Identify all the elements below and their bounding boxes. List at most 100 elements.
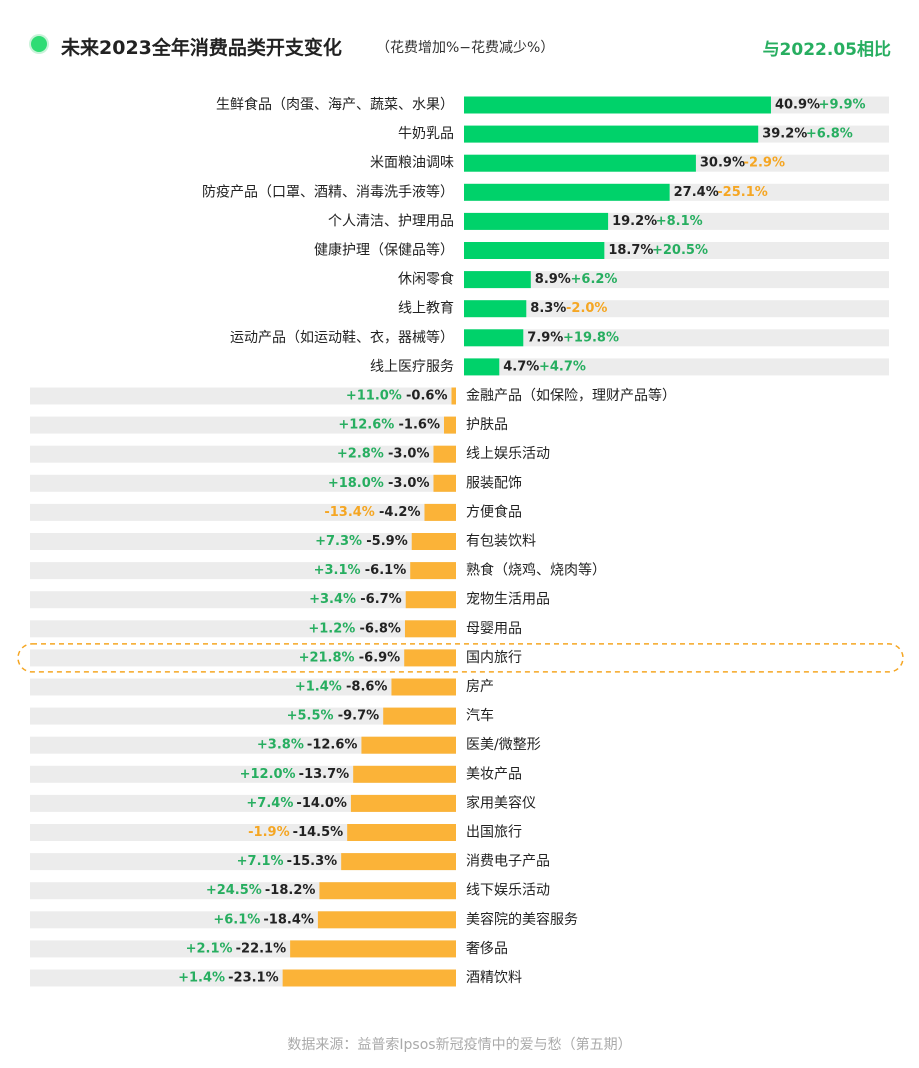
bar-track <box>30 503 456 521</box>
bar <box>341 853 456 871</box>
category-label: 线下娱乐活动 <box>466 883 550 899</box>
bar-track <box>30 620 456 638</box>
value-label: -3.0% <box>388 447 429 462</box>
change-label: +11.0% <box>346 389 402 404</box>
change-label: +6.1% <box>213 912 260 927</box>
change-label: -2.9% <box>744 156 785 171</box>
value-label: -6.1% <box>365 563 406 578</box>
category-label: 线上教育 <box>398 301 454 317</box>
change-label: +6.8% <box>806 127 853 142</box>
change-label: +3.4% <box>309 592 356 607</box>
bar <box>464 125 759 143</box>
category-label: 出国旅行 <box>466 825 522 841</box>
category-label: 服装配饰 <box>466 475 522 491</box>
bar <box>405 591 456 609</box>
category-label: 国内旅行 <box>466 650 522 666</box>
change-label: +18.0% <box>328 476 384 491</box>
bar <box>347 824 456 841</box>
change-label: +3.1% <box>314 563 361 578</box>
bar <box>464 329 524 347</box>
category-label: 护肤品 <box>466 417 508 433</box>
category-label: 个人清洁、护理用品 <box>328 213 454 229</box>
change-label: -1.9% <box>248 825 289 840</box>
chart-header: 未来2023全年消费品类开支变化 （花费增加%−花费减少%） 与2022.05相… <box>0 0 919 80</box>
change-label: +4.7% <box>539 359 586 374</box>
bar <box>319 882 456 900</box>
change-label: +8.1% <box>656 214 703 229</box>
bar <box>353 765 456 783</box>
category-label: 母婴用品 <box>466 621 522 637</box>
bar <box>404 649 456 667</box>
change-label: +5.5% <box>287 709 334 724</box>
bar <box>464 212 609 230</box>
change-label: +6.2% <box>571 272 618 287</box>
data-source: 数据来源：益普索Ipsos新冠疫情中的爱与愁（第五期） <box>287 1037 632 1053</box>
title-bullet-icon <box>31 36 47 52</box>
value-label: 18.7% <box>608 243 653 258</box>
bar <box>350 794 456 812</box>
bar-track <box>30 736 456 754</box>
change-label: -25.1% <box>717 185 768 200</box>
change-label: +7.1% <box>237 854 284 869</box>
bar-track <box>464 271 889 289</box>
bar-track <box>30 591 456 609</box>
category-label: 汽车 <box>466 707 494 724</box>
category-label: 运动产品（如运动鞋、衣，器械等） <box>230 329 454 346</box>
change-label: +3.8% <box>257 738 304 753</box>
bar-track <box>464 358 889 376</box>
category-label: 休闲零食 <box>398 271 454 288</box>
change-label: +1.2% <box>308 621 355 636</box>
value-label: 27.4% <box>674 185 719 200</box>
bar-track <box>30 649 456 667</box>
chart-title: 未来2023全年消费品类开支变化 <box>61 37 342 59</box>
bar <box>464 358 500 376</box>
value-label: -4.2% <box>379 505 420 520</box>
bar <box>404 620 456 638</box>
change-label: +2.1% <box>186 941 233 956</box>
bar <box>383 707 456 725</box>
change-label: +9.9% <box>819 98 866 113</box>
bar <box>410 562 456 580</box>
category-label: 宠物生活用品 <box>466 592 550 608</box>
category-label: 防疫产品（口罩、酒精、消毒洗手液等） <box>202 183 454 200</box>
bar-track <box>464 300 889 318</box>
bar-track <box>30 533 456 550</box>
bar <box>464 183 670 201</box>
category-label: 美容院的美容服务 <box>466 911 578 928</box>
value-label: 40.9% <box>775 98 820 113</box>
value-label: -18.4% <box>263 912 314 927</box>
change-label: +7.3% <box>315 534 362 549</box>
bar <box>411 533 456 550</box>
category-label: 生鲜食品（肉蛋、海产、蔬菜、水果） <box>216 96 454 113</box>
value-label: 30.9% <box>700 156 745 171</box>
value-label: -1.6% <box>399 418 440 433</box>
category-label: 医美/微整形 <box>466 737 541 753</box>
chart-subtitle: （花费增加%−花费减少%） <box>376 40 555 56</box>
change-label: -2.0% <box>566 301 607 316</box>
bar <box>433 474 456 492</box>
bar-track <box>30 562 456 580</box>
bar <box>464 242 605 259</box>
change-label: +7.4% <box>246 796 293 811</box>
value-label: -6.9% <box>359 650 400 665</box>
change-label: +12.0% <box>240 767 296 782</box>
category-label: 酒精饮料 <box>466 970 522 986</box>
category-label: 米面粮油调味 <box>370 155 454 171</box>
category-label: 奢侈品 <box>466 941 508 957</box>
bar <box>424 503 456 521</box>
value-label: -22.1% <box>236 941 287 956</box>
value-label: -6.8% <box>360 621 401 636</box>
category-label: 熟食（烧鸡、烧肉等） <box>466 562 606 579</box>
bar <box>464 300 527 318</box>
category-label: 美妆产品 <box>466 766 522 782</box>
value-label: -9.7% <box>338 709 379 724</box>
category-label: 牛奶乳品 <box>398 126 454 142</box>
bar-track <box>30 445 456 463</box>
bar <box>282 969 456 987</box>
change-label: +1.4% <box>178 971 225 986</box>
bar-track <box>30 765 456 783</box>
category-label: 家用美容仪 <box>466 794 536 811</box>
bar <box>464 96 771 114</box>
change-label: +2.8% <box>337 447 384 462</box>
value-label: -8.6% <box>346 680 387 695</box>
